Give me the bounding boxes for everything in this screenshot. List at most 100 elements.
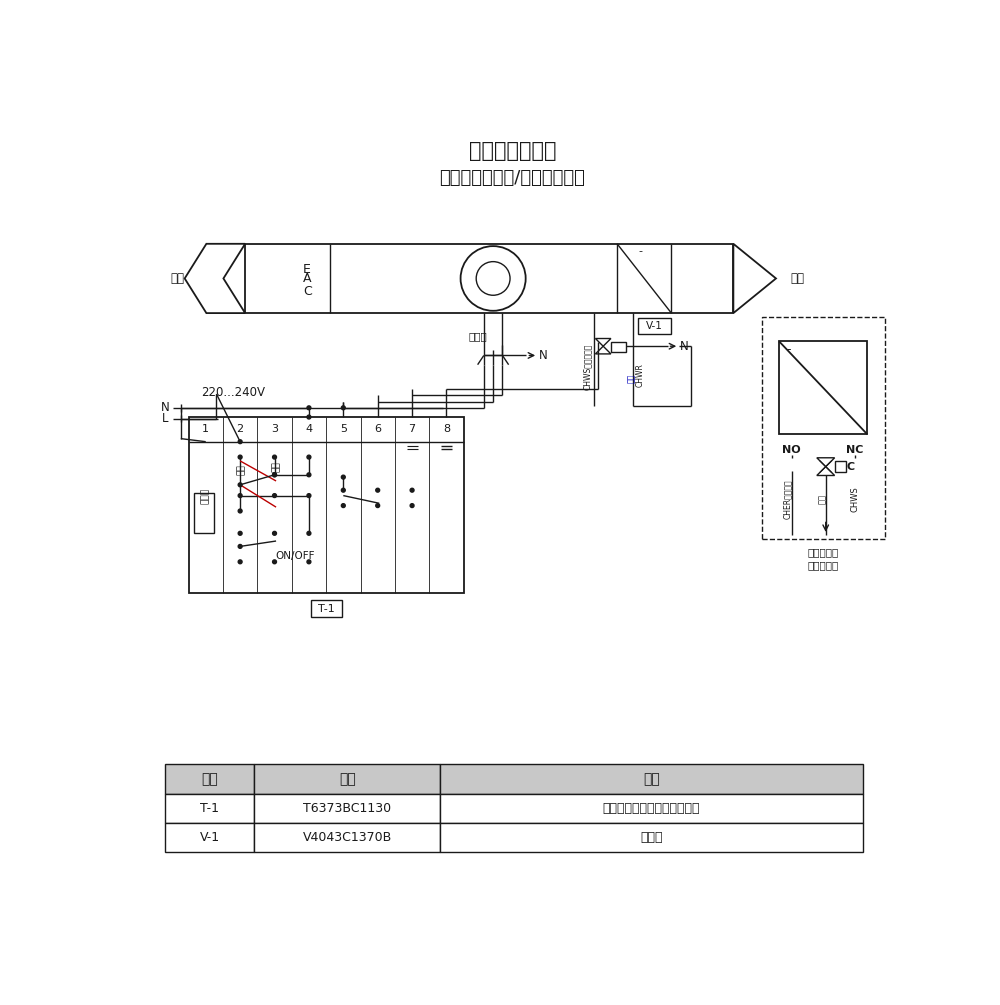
Text: E: E [303, 262, 311, 275]
Text: C: C [303, 285, 312, 298]
Circle shape [273, 473, 276, 476]
Bar [165, 823, 254, 852]
Circle shape [273, 560, 276, 564]
Bar [245, 244, 733, 314]
Text: 220...240V: 220...240V [201, 386, 265, 399]
Circle shape [238, 532, 242, 536]
Circle shape [307, 415, 311, 419]
Text: NO: NO [782, 445, 801, 455]
Circle shape [307, 560, 311, 564]
Circle shape [307, 493, 311, 497]
Text: 供水: 供水 [818, 493, 827, 504]
Circle shape [341, 504, 345, 508]
Circle shape [273, 532, 276, 536]
Circle shape [341, 488, 345, 492]
Circle shape [410, 504, 414, 508]
Circle shape [341, 406, 345, 410]
Text: V-1: V-1 [200, 831, 220, 844]
Text: 水管连接图: 水管连接图 [808, 561, 839, 571]
Text: CHWS: CHWS [851, 486, 860, 512]
Text: N: N [161, 401, 170, 414]
Bar [779, 342, 867, 434]
Polygon shape [733, 244, 776, 314]
Circle shape [410, 488, 414, 492]
Circle shape [238, 510, 242, 513]
Circle shape [376, 504, 380, 508]
Text: 预感器: 预感器 [201, 488, 210, 505]
Bar [194, 492, 214, 533]
Circle shape [238, 493, 242, 497]
Text: N: N [539, 349, 548, 362]
Circle shape [307, 455, 311, 459]
Bar [254, 765, 440, 794]
Bar [189, 417, 464, 593]
Text: T6373BC1130: T6373BC1130 [303, 802, 391, 815]
Text: 8: 8 [443, 424, 450, 434]
Text: 1: 1 [202, 424, 209, 434]
Circle shape [307, 532, 311, 536]
Bar [440, 765, 863, 794]
Text: 型号: 型号 [339, 772, 356, 786]
Bar [254, 823, 440, 852]
Text: CHWR: CHWR [636, 363, 645, 387]
Text: 加热: 加热 [237, 464, 246, 475]
Text: 高中低: 高中低 [468, 332, 487, 342]
Text: V4043C1370B: V4043C1370B [303, 831, 392, 844]
Circle shape [238, 545, 242, 549]
Text: ON/OFF: ON/OFF [276, 552, 315, 562]
Text: CHER冷冻回水: CHER冷冻回水 [783, 479, 792, 519]
Bar [440, 823, 863, 852]
Circle shape [461, 246, 526, 311]
Circle shape [273, 473, 276, 476]
Polygon shape [817, 466, 835, 475]
Text: 代号: 代号 [201, 772, 218, 786]
Circle shape [341, 475, 345, 479]
Bar [611, 342, 626, 353]
Circle shape [273, 493, 276, 497]
Text: NC: NC [846, 445, 864, 455]
Text: 2: 2 [237, 424, 244, 434]
Text: 3: 3 [271, 424, 278, 434]
Polygon shape [817, 458, 835, 466]
Text: 4: 4 [305, 424, 312, 434]
Circle shape [273, 455, 276, 459]
Circle shape [307, 473, 311, 476]
Text: 三通电动阀: 三通电动阀 [808, 548, 839, 558]
Text: （二管制，单冷/单热水盘管）: （二管制，单冷/单热水盘管） [440, 170, 585, 187]
Text: 风机盘管控制三: 风机盘管控制三 [469, 142, 556, 162]
Text: -: - [638, 246, 642, 256]
Text: T-1: T-1 [200, 802, 219, 815]
Text: 7: 7 [409, 424, 416, 434]
Bar [762, 317, 885, 539]
Text: 5: 5 [340, 424, 347, 434]
Circle shape [307, 406, 311, 410]
Bar [254, 794, 440, 823]
Circle shape [476, 261, 510, 295]
Text: C: C [847, 461, 855, 471]
Text: 回风: 回风 [170, 272, 184, 285]
Polygon shape [185, 244, 245, 314]
Circle shape [238, 440, 242, 443]
Text: 说明: 说明 [643, 772, 660, 786]
Text: 送风: 送风 [790, 272, 804, 285]
Text: N: N [680, 340, 689, 353]
Text: 电动阀: 电动阀 [640, 831, 663, 844]
Circle shape [238, 455, 242, 459]
Polygon shape [595, 346, 611, 354]
Bar [835, 461, 846, 472]
Text: T-1: T-1 [318, 604, 334, 614]
Text: CHWS冷冻水供水: CHWS冷冻水供水 [583, 344, 592, 390]
Text: L: L [162, 412, 169, 425]
Circle shape [238, 560, 242, 564]
Text: V-1: V-1 [646, 322, 663, 332]
Text: 机械式温控器带风机三速开关: 机械式温控器带风机三速开关 [603, 802, 700, 815]
Bar [311, 600, 342, 617]
Bar [165, 794, 254, 823]
Polygon shape [595, 339, 611, 346]
Bar [165, 765, 254, 794]
Circle shape [238, 482, 242, 486]
Text: 6: 6 [374, 424, 381, 434]
Circle shape [376, 488, 380, 492]
Text: 制冷: 制冷 [272, 461, 281, 471]
Text: 回水: 回水 [627, 374, 636, 383]
